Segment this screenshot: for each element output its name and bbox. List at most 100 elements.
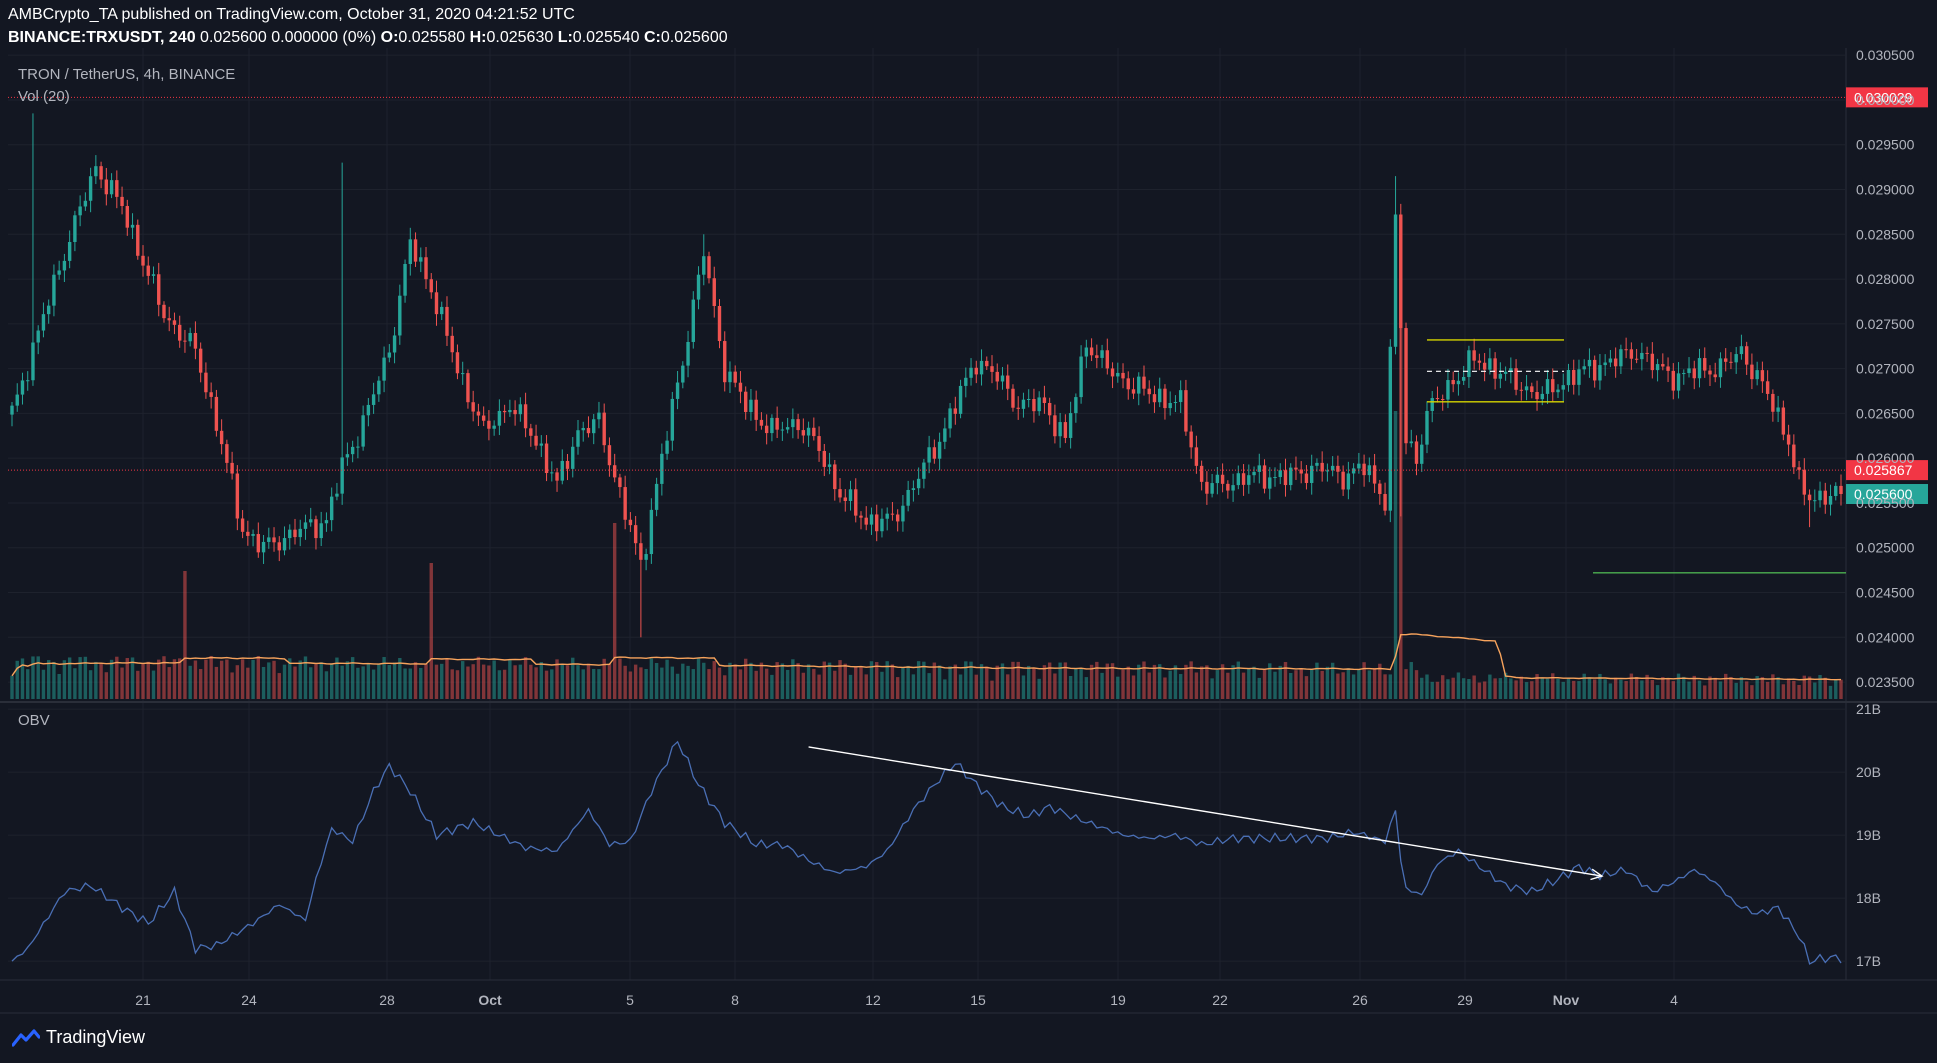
volume-bar bbox=[1294, 670, 1298, 699]
candle-body bbox=[1587, 359, 1592, 367]
volume-bar bbox=[544, 670, 549, 699]
candle-body bbox=[791, 419, 795, 428]
candle-body bbox=[738, 382, 743, 392]
volume-bar bbox=[361, 666, 365, 699]
candle-body bbox=[979, 360, 984, 375]
candle-body bbox=[1262, 465, 1267, 489]
volume-bar bbox=[1021, 675, 1026, 699]
candle-body bbox=[1446, 380, 1450, 400]
candle-body bbox=[1739, 346, 1744, 355]
volume-bar bbox=[1503, 672, 1508, 699]
volume-bar bbox=[843, 663, 847, 699]
volume-bar bbox=[1257, 677, 1261, 699]
candle-body bbox=[937, 441, 942, 459]
candle-body bbox=[618, 477, 622, 488]
volume-bar bbox=[1566, 677, 1571, 699]
candle-body bbox=[1441, 398, 1445, 400]
candle-body bbox=[1744, 346, 1749, 365]
volume-bar bbox=[707, 669, 711, 699]
candle-body bbox=[529, 428, 533, 436]
candle-body bbox=[78, 206, 82, 216]
candle-body bbox=[115, 180, 119, 197]
volume-bar bbox=[1142, 661, 1146, 699]
volume-bar bbox=[251, 659, 255, 699]
candle-body bbox=[843, 497, 847, 501]
volume-bar bbox=[1760, 677, 1765, 699]
volume-bar bbox=[1357, 669, 1361, 699]
volume-bar bbox=[1467, 678, 1471, 699]
volume-bar bbox=[10, 675, 14, 699]
volume-label[interactable]: Vol (20) bbox=[18, 88, 70, 105]
candle-body bbox=[73, 215, 77, 242]
candle-body bbox=[450, 335, 454, 353]
symbol-label[interactable]: TRON / TetherUS, 4h, BINANCE bbox=[18, 66, 236, 83]
volume-bar bbox=[806, 664, 811, 699]
volume-bar bbox=[1666, 678, 1670, 699]
volume-bar bbox=[183, 571, 187, 699]
candle-body bbox=[780, 429, 785, 431]
volume-bar bbox=[1231, 665, 1235, 699]
candle-body bbox=[183, 340, 187, 342]
obv-label[interactable]: OBV bbox=[18, 712, 50, 729]
volume-bar bbox=[1498, 678, 1503, 699]
price-axis-tick: 0.025000 bbox=[1856, 540, 1915, 556]
volume-bar bbox=[1598, 673, 1602, 699]
volume-bar bbox=[298, 660, 302, 699]
candle-body bbox=[565, 460, 570, 469]
volume-bar bbox=[801, 672, 806, 699]
volume-bar bbox=[1372, 668, 1377, 699]
tradingview-brand[interactable]: TradingView bbox=[12, 1027, 145, 1048]
candle-body bbox=[172, 320, 177, 325]
price-label-text: 0.030029 bbox=[1854, 89, 1913, 105]
volume-bar bbox=[1509, 678, 1513, 699]
candle-body bbox=[1708, 370, 1712, 375]
candle-body bbox=[445, 306, 449, 336]
candle-body bbox=[57, 270, 61, 275]
candle-body bbox=[796, 419, 800, 431]
volume-bar bbox=[1393, 411, 1398, 699]
volume-bar bbox=[1551, 673, 1555, 699]
candle-body bbox=[1435, 398, 1440, 400]
candle-body bbox=[1425, 410, 1429, 445]
volume-bar bbox=[1220, 664, 1225, 699]
volume-bar bbox=[1414, 670, 1419, 699]
volume-bar bbox=[969, 661, 973, 699]
volume-bar bbox=[1613, 677, 1618, 699]
candle-body bbox=[429, 279, 433, 293]
volume-bar bbox=[1283, 662, 1288, 699]
candle-body bbox=[1158, 388, 1162, 403]
candle-body bbox=[1430, 398, 1434, 411]
volume-bar bbox=[1540, 677, 1544, 699]
volume-bar bbox=[62, 660, 67, 699]
volume-bar bbox=[817, 674, 821, 699]
candle-body bbox=[1116, 372, 1120, 377]
volume-bar bbox=[392, 662, 397, 699]
candle-body bbox=[943, 428, 947, 442]
time-axis-tick: 5 bbox=[626, 992, 634, 1008]
volume-bar bbox=[534, 667, 538, 699]
volume-bar bbox=[1561, 681, 1565, 699]
candle-body bbox=[1467, 350, 1471, 378]
candle-body bbox=[26, 380, 30, 382]
volume-bar bbox=[681, 663, 685, 699]
volume-bar bbox=[1378, 663, 1382, 699]
volume-bar bbox=[382, 657, 386, 699]
candle-body bbox=[895, 514, 900, 522]
candle-body bbox=[848, 489, 853, 501]
volume-bar bbox=[1477, 682, 1482, 699]
volume-bar bbox=[440, 663, 444, 699]
candle-body bbox=[901, 505, 905, 522]
candle-body bbox=[1823, 490, 1827, 505]
price-axis-tick: 0.027000 bbox=[1856, 361, 1915, 377]
candle-body bbox=[1577, 369, 1581, 385]
candle-body bbox=[1404, 328, 1408, 444]
volume-bar bbox=[1828, 685, 1833, 699]
volume-bar bbox=[88, 670, 93, 699]
volume-bar bbox=[1178, 674, 1183, 699]
volume-bar bbox=[838, 660, 842, 699]
volume-bar bbox=[109, 659, 114, 699]
candle-body bbox=[1613, 358, 1618, 367]
volume-bar bbox=[943, 679, 947, 699]
volume-bar bbox=[1430, 681, 1434, 699]
candle-body bbox=[235, 473, 240, 519]
